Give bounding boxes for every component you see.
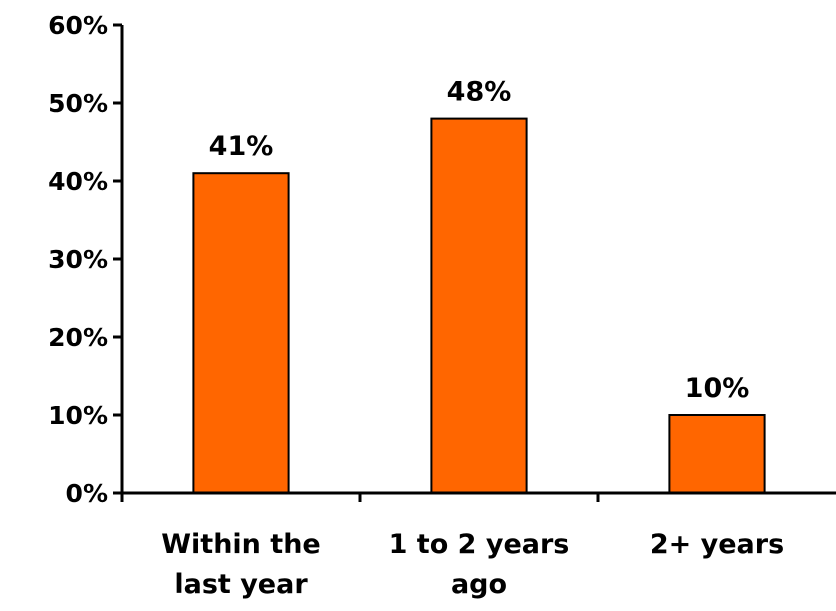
category-label-2: 1 to 2 years ago [389,529,570,600]
category-label-3: 2+ years [650,529,784,560]
category-label-line: ago [451,569,507,600]
data-label-2: 48% [447,77,512,108]
bar-2 [430,117,528,494]
axes-layer [113,23,836,502]
category-label-line: Within the [161,529,320,560]
bar-3 [668,414,766,494]
data-label-3: 10% [685,373,750,404]
category-label-line: 2+ years [650,529,784,560]
category-label-1: Within the last year [161,529,320,600]
category-label-line: last year [174,569,308,600]
y-tick-label: 40% [48,167,108,196]
y-tick-label: 30% [48,245,108,274]
bar-1 [192,172,290,494]
category-label-line: 1 to 2 years [389,529,570,560]
y-tick-label: 20% [48,323,108,352]
data-label-1: 41% [209,131,274,162]
y-tick-label: 50% [48,89,108,118]
bars-layer [192,117,766,494]
y-tick-label: 60% [48,11,108,40]
y-tick-label: 0% [66,479,108,508]
labels-layer: 41% Within the last year 48% 1 to 2 years ago… [48,11,784,600]
y-tick-label: 10% [48,401,108,430]
